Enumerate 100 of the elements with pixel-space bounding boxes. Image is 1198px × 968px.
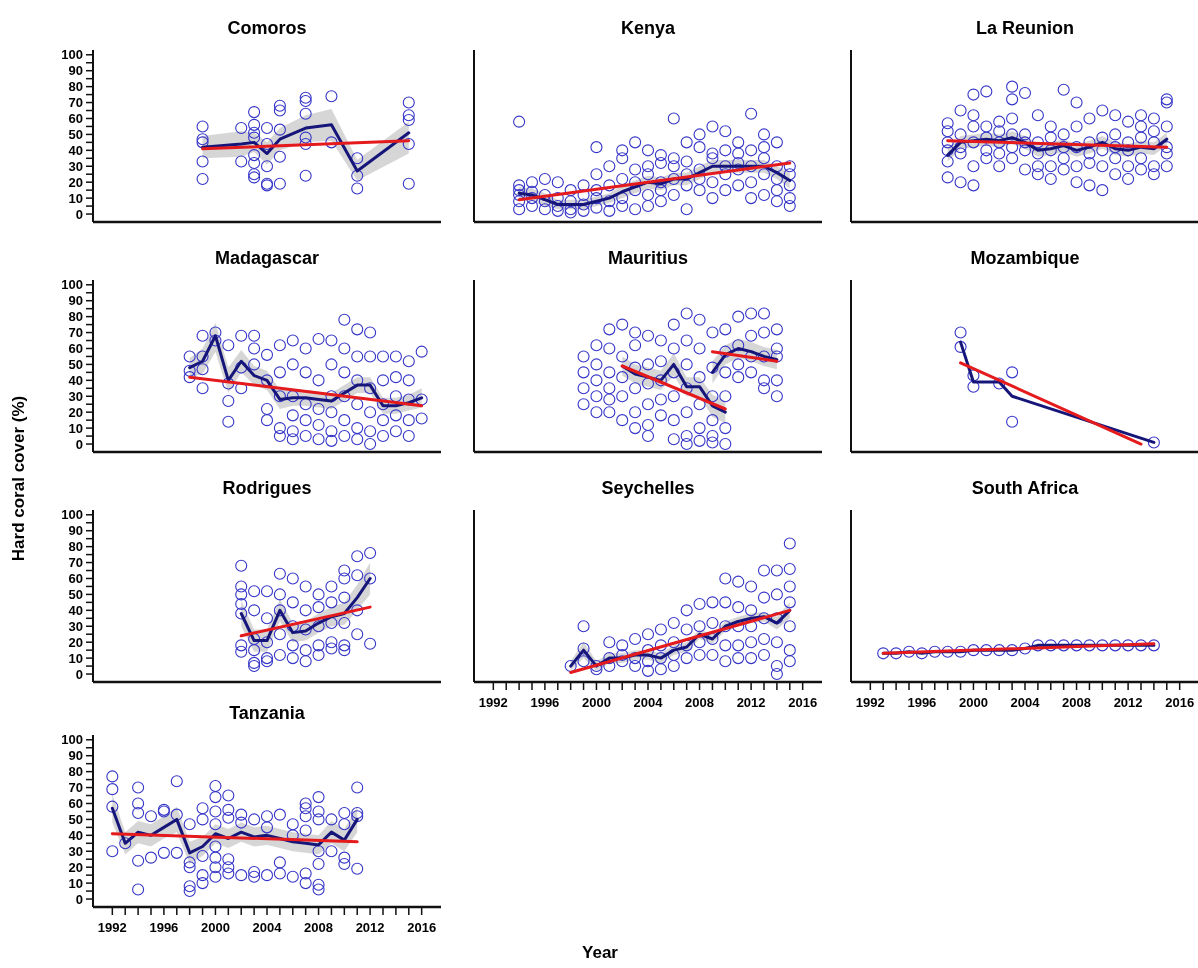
x-tick-label: 2000 xyxy=(581,695,611,710)
point xyxy=(299,94,312,108)
point xyxy=(312,601,325,614)
x-tick-label: 2008 xyxy=(1062,695,1092,710)
x-tick-label: 1996 xyxy=(149,920,179,935)
point xyxy=(273,99,286,112)
point xyxy=(260,636,274,649)
point xyxy=(338,617,351,630)
point xyxy=(1134,639,1148,652)
y-tick-label: 0 xyxy=(75,206,83,222)
point xyxy=(273,628,286,641)
x-tick-label: 1992 xyxy=(478,695,508,710)
point xyxy=(1006,366,1019,379)
point xyxy=(286,652,299,665)
point xyxy=(351,628,364,641)
point xyxy=(235,559,248,572)
point xyxy=(299,131,312,144)
point xyxy=(248,149,261,162)
y-tick-label: 30 xyxy=(68,158,83,174)
point xyxy=(338,639,351,652)
point xyxy=(325,596,338,609)
y-tick-label: 100 xyxy=(61,277,83,293)
point xyxy=(312,648,325,661)
y-tick-label: 70 xyxy=(68,555,83,571)
y-tick-label: 40 xyxy=(68,827,83,843)
point xyxy=(196,155,209,168)
point xyxy=(902,645,916,658)
point xyxy=(286,572,299,585)
point xyxy=(980,644,993,657)
y-tick-label: 100 xyxy=(61,732,83,748)
point xyxy=(338,564,351,577)
y-tick-label: 60 xyxy=(68,571,83,587)
point xyxy=(1018,642,1032,655)
y-axis-title: Hard coral cover (%) xyxy=(9,395,28,562)
point xyxy=(364,572,377,585)
point xyxy=(402,109,415,122)
point xyxy=(260,612,274,625)
point xyxy=(248,604,261,617)
point xyxy=(1006,415,1019,428)
x-tick-label: 2008 xyxy=(304,920,334,935)
y-tick-label: 90 xyxy=(68,293,83,309)
x-tick-label: 1992 xyxy=(97,920,127,935)
chart-title: Seychelles xyxy=(601,478,695,498)
point xyxy=(273,588,286,601)
y-tick-label: 10 xyxy=(68,875,83,891)
point xyxy=(248,585,261,598)
point xyxy=(312,639,325,652)
x-tick-label: 2016 xyxy=(407,920,437,935)
y-tick-label: 40 xyxy=(68,602,83,618)
x-tick-label: 1996 xyxy=(907,695,937,710)
point xyxy=(325,136,338,149)
point xyxy=(1070,639,1083,652)
y-tick-label: 0 xyxy=(75,891,83,907)
point xyxy=(351,604,364,617)
point xyxy=(1031,639,1044,652)
point xyxy=(1044,639,1057,652)
y-tick-label: 10 xyxy=(68,190,83,206)
point xyxy=(248,131,261,144)
point xyxy=(351,152,364,165)
point xyxy=(235,645,248,658)
y-tick-label: 30 xyxy=(68,618,83,634)
point xyxy=(1122,639,1135,652)
point xyxy=(1083,639,1096,652)
point xyxy=(993,644,1006,657)
point xyxy=(273,150,286,163)
y-tick-label: 60 xyxy=(68,796,83,812)
point xyxy=(286,596,299,609)
y-tick-label: 100 xyxy=(61,507,83,523)
point xyxy=(248,126,261,139)
point xyxy=(299,580,312,593)
point xyxy=(299,644,312,657)
point xyxy=(299,623,312,636)
point xyxy=(299,604,312,617)
point xyxy=(967,380,980,393)
point xyxy=(235,155,248,168)
x-tick-label: 2004 xyxy=(1010,695,1041,710)
chart-title: Comoros xyxy=(227,18,307,38)
point xyxy=(260,137,274,151)
point xyxy=(364,637,377,650)
y-tick-label: 70 xyxy=(68,95,83,111)
point xyxy=(1096,639,1109,652)
point xyxy=(248,157,261,170)
point xyxy=(967,369,980,382)
point xyxy=(993,377,1006,390)
point xyxy=(196,120,209,133)
chart-title: La Reunion xyxy=(976,18,1074,38)
point xyxy=(248,106,261,119)
x-tick-label: 2000 xyxy=(200,920,230,935)
point xyxy=(890,647,903,660)
x-tick-label: 2008 xyxy=(685,695,715,710)
point xyxy=(235,580,248,593)
point xyxy=(1147,436,1160,449)
point xyxy=(196,172,209,186)
x-axis-title: Year xyxy=(582,943,619,962)
point xyxy=(273,123,286,136)
y-tick-label: 50 xyxy=(68,126,83,142)
chart-title: Rodrigues xyxy=(222,478,312,498)
point xyxy=(299,655,312,668)
x-tick-label: 2016 xyxy=(1165,695,1195,710)
x-tick-label: 2004 xyxy=(252,920,283,935)
